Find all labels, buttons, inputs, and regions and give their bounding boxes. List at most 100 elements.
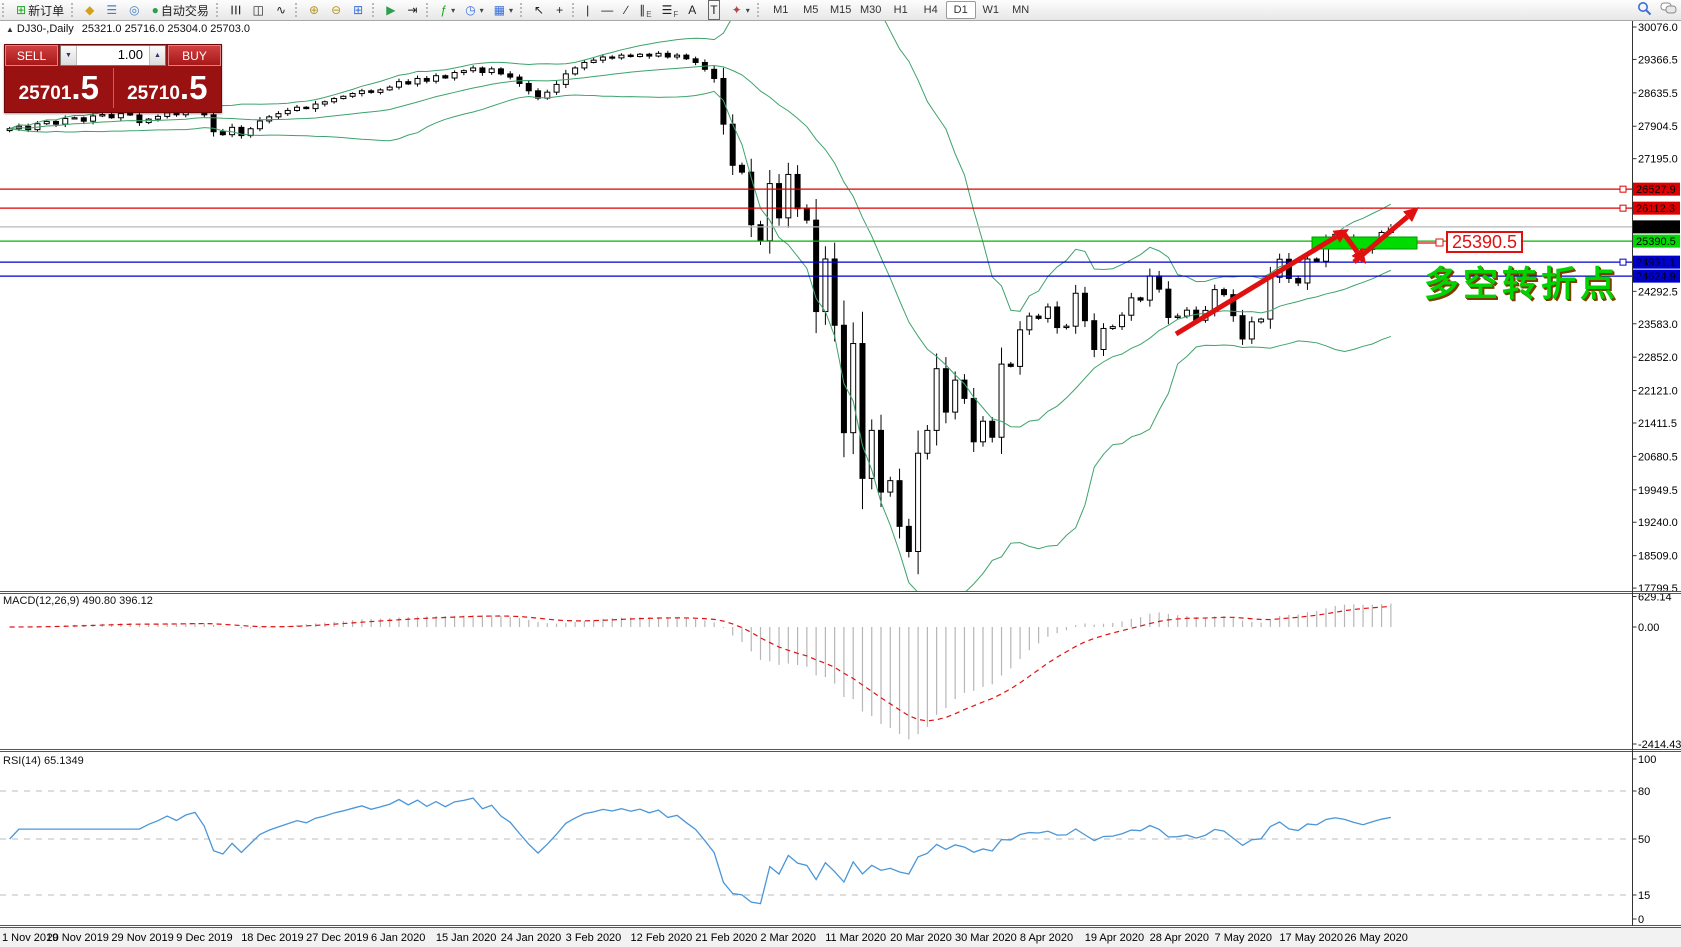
autotrading-button[interactable]: ● 自动交易 [147,0,214,20]
toolbar-separator [215,3,223,17]
timeframe-h1[interactable]: H1 [893,4,908,16]
candles-chart-button[interactable]: ◫ [248,0,271,20]
indicators-icon: ƒ [440,3,448,17]
price-axis-label: 19240.0 [1638,517,1678,529]
candles-chart-icon: ◫ [252,3,264,17]
price-axis-label: 29366.5 [1638,54,1678,66]
date-axis-label: 11 Mar 2020 [825,932,886,944]
alerts-icon: ◎ [129,3,140,17]
timeframe-m5[interactable]: M5 [803,4,819,16]
symbol-collapse-icon[interactable]: ▲ [6,25,14,34]
line-chart-button[interactable]: ∿ [271,0,293,20]
cursor-button[interactable]: ↖ [529,0,551,20]
date-axis-label: 19 Apr 2020 [1085,932,1144,944]
price-axis-label: 21411.5 [1638,418,1677,430]
timeframe-w1[interactable]: W1 [982,4,999,16]
new-order-button[interactable]: ⊞ 新订单 [11,0,69,20]
search-icon[interactable] [1637,1,1652,16]
channel-button[interactable]: ∥ E [634,0,656,20]
price-badge [1633,220,1680,234]
alerts-button[interactable]: ◎ [124,0,146,20]
timeframe-d1[interactable]: D1 [945,1,976,19]
label-button[interactable]: T [703,0,726,20]
rsi-axis-label: 80 [1638,786,1650,798]
fibonacci-button[interactable]: ☰ F [657,0,684,20]
date-axis-label: 12 Feb 2020 [631,932,693,944]
toolbar-right [1637,1,1677,16]
buy-price[interactable]: 25710.5 [127,69,208,106]
price-badge [1633,234,1680,248]
cursor-icon: ↖ [534,3,545,17]
rsi-axis-label: 0 [1638,914,1644,926]
toolbar-separator [71,3,78,17]
market-watch-button[interactable]: ◆ [80,0,101,20]
navigator-button[interactable]: ☰ [101,0,124,20]
toolbar-separator [756,3,764,17]
date-axis-label: 7 May 2020 [1215,932,1272,944]
auto-scroll-button[interactable]: ▶ [381,0,402,20]
crosshair-icon: + [556,3,564,17]
date-axis-label: 21 Feb 2020 [695,932,757,944]
volume-input[interactable]: 1.00 [117,47,143,62]
template-button[interactable]: ▦ ▾ [489,0,518,20]
horizontal-line-button[interactable]: — [596,0,620,20]
price-flag-label[interactable]: 25390.5 [1446,231,1524,253]
text-icon: A [688,3,697,17]
line-handle-icon[interactable] [1619,258,1627,266]
volume-increase-button[interactable]: ▲ [149,46,165,65]
channel-icon: ∥ [639,3,646,17]
indicators-button[interactable]: ƒ ▾ [435,0,460,20]
zoom-out-button[interactable]: ⊖ [326,0,348,20]
macd-axis-label: -2414.43 [1638,739,1681,751]
bars-chart-button[interactable]: ☰ [225,0,248,20]
sell-button[interactable]: SELL [5,45,58,66]
line-handle-icon[interactable] [1619,185,1627,193]
symbol-name: DJ30-,Daily [16,23,74,35]
main-toolbar: ⊞ 新订单 ◆ ☰ ◎ ● 自动交易 ☰ ◫ ∿ ⊕ ⊖ ⊞ ▶ ⇥ ƒ ▾ ◷ ▾ ▦ ▾ ↖ + | — ∕ ∥ E ☰ F A T ✦ ▾ M… [0,0,1681,21]
trendline-button[interactable]: ∕ [620,0,634,20]
chart-shift-button[interactable]: ⇥ [402,0,424,20]
fibonacci-button-sub: F [673,10,679,19]
volume-decrease-button[interactable]: ▼ [61,46,77,65]
horizontal-line-icon: — [601,3,614,17]
trend-arrow[interactable] [1352,207,1419,264]
text-button[interactable]: A [683,0,703,20]
date-axis-label: 30 Mar 2020 [955,932,1017,944]
toolbar-separator [2,3,9,17]
bollinger-middle-line [9,65,1392,428]
bollinger-lower-line [9,90,1392,591]
price-badge [1633,255,1680,269]
tile-windows-icon: ⊞ [353,3,364,17]
price-badge-text: 24931.1 [1636,257,1676,269]
price-badge-text: 25703.0 [1636,222,1676,234]
annotation-text: 多空转折点 [1424,265,1620,304]
periods-icon: ◷ [465,3,476,17]
price-axis-label: 17799.5 [1638,583,1678,595]
vertical-line-button[interactable]: | [581,0,596,20]
price-axis-label: 30076.0 [1638,22,1678,34]
tile-windows-button[interactable]: ⊞ [348,0,370,20]
rsi-axis-label: 50 [1638,834,1650,846]
timeframe-m15[interactable]: M15 [830,4,852,16]
date-axis-label: 9 Dec 2019 [176,932,232,944]
timeframe-m30[interactable]: M30 [860,4,882,16]
chevron-down-icon: ▾ [451,5,456,15]
price-axis-label: 18509.0 [1638,551,1678,563]
crosshair-button[interactable]: + [551,0,570,20]
chevron-down-icon: ▾ [509,5,514,15]
shapes-button[interactable]: ✦ ▾ [727,0,755,20]
shapes-icon: ✦ [731,3,742,17]
buy-button[interactable]: BUY [168,45,221,66]
date-axis-label: 26 May 2020 [1344,932,1408,944]
timeframe-m1[interactable]: M1 [773,4,789,16]
chat-icon[interactable] [1660,1,1677,16]
date-axis-label: 18 Dec 2019 [241,932,303,944]
periods-button[interactable]: ◷ ▾ [460,0,489,20]
zoom-in-button[interactable]: ⊕ [304,0,326,20]
timeframe-mn[interactable]: MN [1012,4,1030,16]
timeframe-h4[interactable]: H4 [923,4,938,16]
toolbar-separator [295,3,302,17]
sell-price[interactable]: 25701.5 [18,69,99,106]
line-handle-icon[interactable] [1619,204,1627,212]
